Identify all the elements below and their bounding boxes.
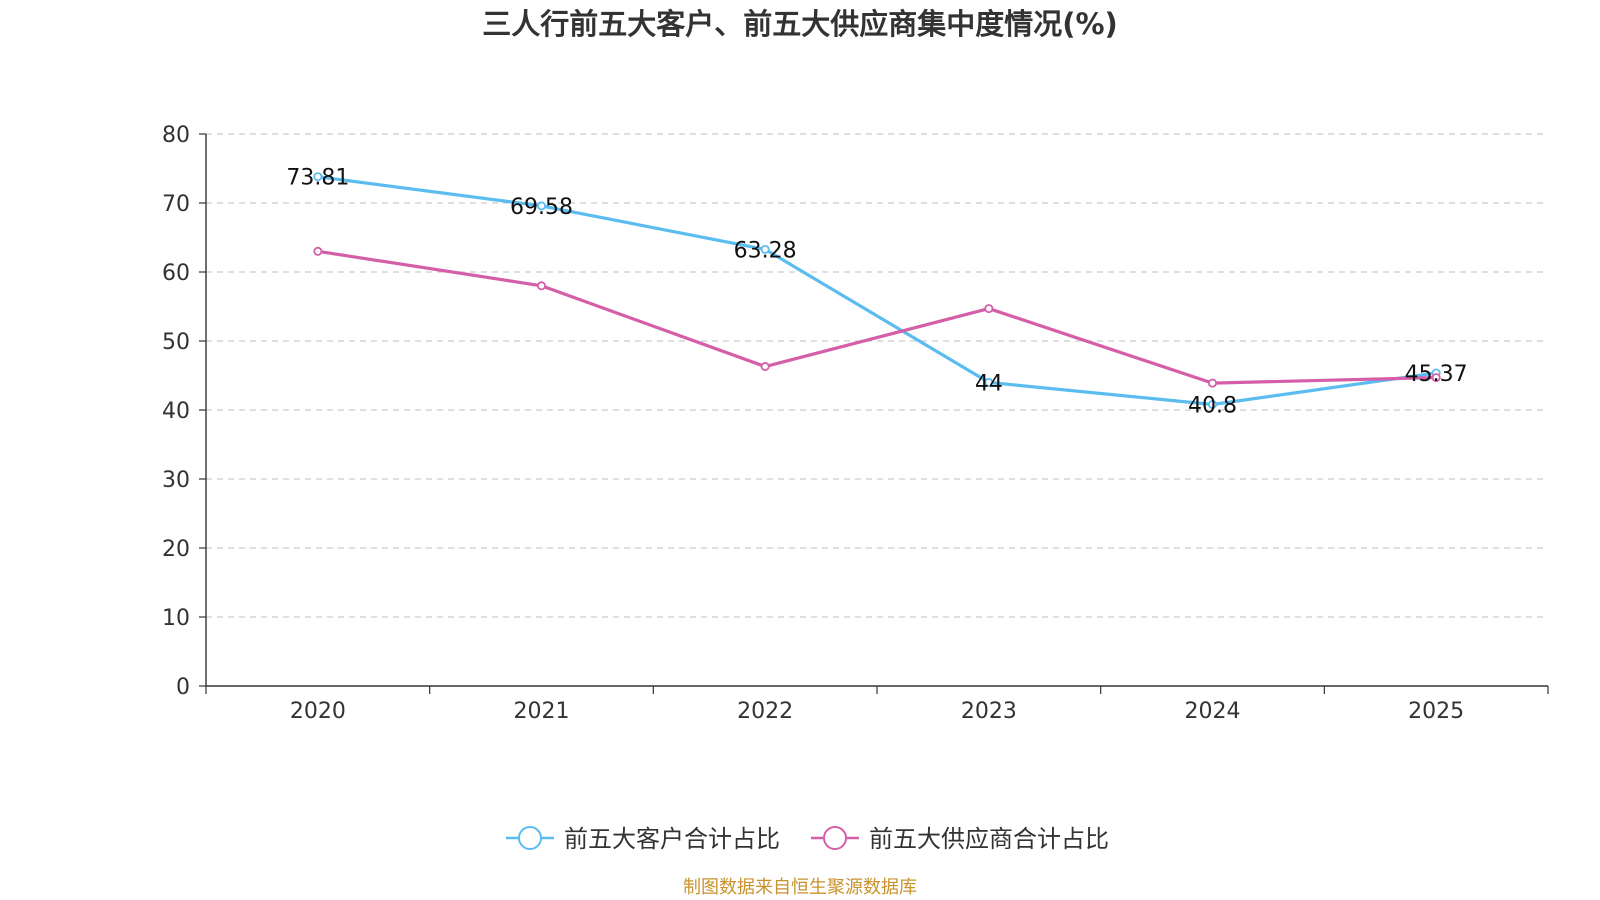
data-point [313, 172, 323, 182]
data-point [984, 304, 994, 314]
legend-marker-icon [518, 826, 542, 850]
data-point [1208, 399, 1218, 409]
legend-label: 前五大客户合计占比 [564, 825, 780, 853]
y-tick-label: 40 [162, 399, 190, 424]
y-tick-label: 20 [162, 537, 190, 562]
data-label: 73.81 [286, 166, 349, 191]
data-label: 40.8 [1188, 393, 1237, 418]
legend: 前五大客户合计占比 前五大供应商合计占比 [506, 825, 1109, 853]
data-point [537, 281, 547, 291]
data-label: 45.37 [1405, 362, 1468, 387]
data-label-layer: 73.81 69.58 63.28 44 40.8 45.37 [286, 166, 1467, 419]
x-tick-label: 2025 [1408, 699, 1464, 724]
series-layer [313, 172, 1441, 409]
data-label: 63.28 [734, 238, 797, 263]
data-point [1431, 373, 1441, 383]
data-point [537, 201, 547, 211]
y-tick-label: 30 [162, 468, 190, 493]
x-tick-label: 2023 [961, 699, 1017, 724]
x-tick-label: 2021 [514, 699, 570, 724]
legend-marker-icon [823, 826, 847, 850]
chart-title: 三人行前五大客户、前五大供应商集中度情况(%) [482, 7, 1118, 41]
data-point [760, 244, 770, 254]
data-point [1208, 378, 1218, 388]
y-tick-label: 80 [162, 123, 190, 148]
series-line-1 [317, 175, 1437, 407]
source-note: 制图数据来自恒生聚源数据库 [683, 877, 917, 898]
data-point [984, 377, 994, 387]
data-label: 69.58 [510, 195, 573, 220]
data-point [313, 246, 323, 256]
y-tick-label: 0 [176, 675, 190, 700]
legend-item-1: 前五大客户合计占比 [506, 825, 780, 853]
axis-layer: 0 10 20 30 40 50 60 70 80 2020 2021 2022 2023 2024 202… [162, 123, 1549, 724]
data-label: 44 [975, 371, 1003, 396]
grid-layer [206, 133, 1548, 618]
x-tick-label: 2020 [290, 699, 346, 724]
x-tick-label: 2024 [1185, 699, 1241, 724]
data-point [760, 362, 770, 372]
y-tick-label: 50 [162, 330, 190, 355]
x-tick-label: 2022 [737, 699, 793, 724]
y-tick-label: 10 [162, 606, 190, 631]
legend-label: 前五大供应商合计占比 [869, 825, 1109, 853]
y-tick-label: 70 [162, 192, 190, 217]
y-tick-label: 60 [162, 261, 190, 286]
legend-item-2: 前五大供应商合计占比 [811, 825, 1109, 853]
series-line-2 [317, 249, 1437, 385]
